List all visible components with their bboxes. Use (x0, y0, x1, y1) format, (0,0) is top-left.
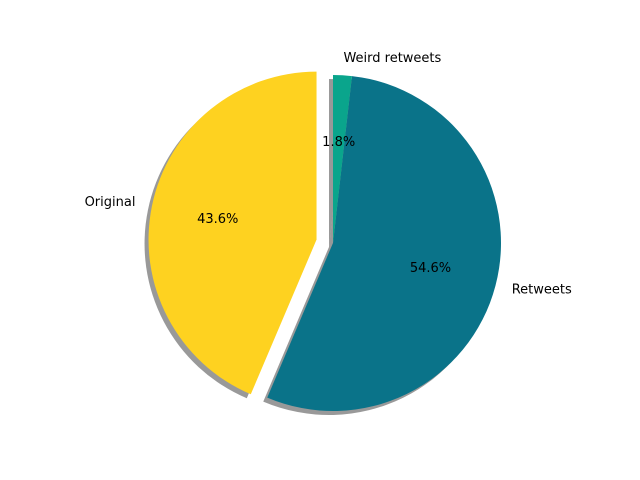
slice-label-original: Original (85, 195, 136, 210)
slice-pct-original: 43.6% (197, 212, 238, 227)
label-layer: Original 43.6% Retweets 54.6% Weird retw… (85, 51, 572, 298)
slice-pct-weird-retweets: 1.8% (322, 135, 355, 150)
pie-slice-weird-retweets (333, 75, 352, 243)
slice-layer (148, 71, 502, 411)
pie-slice-retweets (267, 76, 502, 411)
slice-label-weird-retweets: Weird retweets (343, 51, 441, 66)
pie-slice-original (148, 71, 317, 395)
slice-label-retweets: Retweets (512, 283, 572, 298)
slice-pct-retweets: 54.6% (410, 261, 451, 276)
